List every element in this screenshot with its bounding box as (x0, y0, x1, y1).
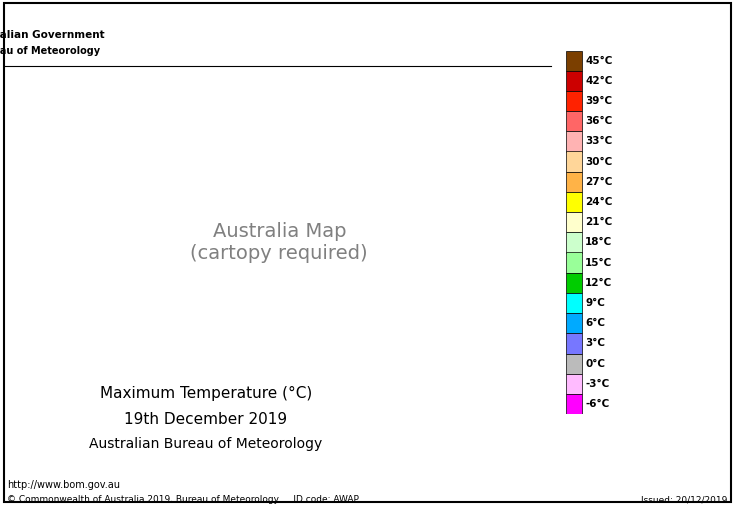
Text: 15°C: 15°C (585, 258, 612, 268)
Bar (566, 232, 583, 252)
Text: © Commonwealth of Australia 2019, Bureau of Meteorology     ID code: AWAP: © Commonwealth of Australia 2019, Bureau… (7, 495, 359, 504)
Bar (566, 111, 583, 131)
Text: Australia Map
(cartopy required): Australia Map (cartopy required) (190, 222, 368, 263)
Text: 19th December 2019: 19th December 2019 (124, 412, 287, 427)
Bar (566, 394, 583, 414)
Text: Issued: 20/12/2019: Issued: 20/12/2019 (641, 495, 728, 504)
Text: -3°C: -3°C (585, 379, 609, 389)
Text: 6°C: 6°C (585, 318, 605, 328)
Text: Australian Government: Australian Government (0, 30, 105, 40)
Text: Australian Bureau of Meteorology: Australian Bureau of Meteorology (89, 437, 323, 451)
Text: 45°C: 45°C (585, 56, 612, 66)
Bar (566, 152, 583, 172)
Text: -6°C: -6°C (585, 399, 609, 409)
Bar (566, 273, 583, 293)
Bar (566, 212, 583, 232)
Text: Bureau of Meteorology: Bureau of Meteorology (0, 45, 100, 56)
Bar (566, 91, 583, 111)
Text: 33°C: 33°C (585, 136, 612, 146)
Bar (566, 71, 583, 91)
Text: 21°C: 21°C (585, 217, 612, 227)
Bar (566, 172, 583, 192)
Text: 18°C: 18°C (585, 237, 612, 247)
Text: 27°C: 27°C (585, 177, 612, 187)
Bar (566, 313, 583, 333)
Text: 36°C: 36°C (585, 116, 612, 126)
Text: 0°C: 0°C (585, 359, 605, 369)
Bar (566, 333, 583, 354)
Text: 39°C: 39°C (585, 96, 612, 106)
Bar (566, 374, 583, 394)
Bar (566, 354, 583, 374)
Text: 12°C: 12°C (585, 278, 612, 288)
Text: 3°C: 3°C (585, 338, 605, 348)
Bar (566, 252, 583, 273)
Bar (566, 293, 583, 313)
Text: 30°C: 30°C (585, 157, 612, 167)
Text: 9°C: 9°C (585, 298, 605, 308)
Text: Maximum Temperature (°C): Maximum Temperature (°C) (100, 386, 312, 401)
Text: 24°C: 24°C (585, 197, 612, 207)
Bar (566, 192, 583, 212)
Text: 42°C: 42°C (585, 76, 612, 86)
Bar (566, 131, 583, 152)
Bar (566, 50, 583, 71)
Text: http://www.bom.gov.au: http://www.bom.gov.au (7, 480, 121, 490)
